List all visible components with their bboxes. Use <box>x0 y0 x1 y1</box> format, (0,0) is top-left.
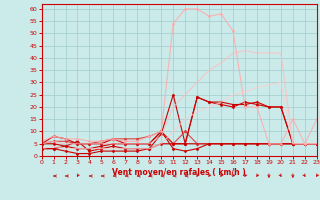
X-axis label: Vent moyen/en rafales ( km/h ): Vent moyen/en rafales ( km/h ) <box>112 168 246 177</box>
